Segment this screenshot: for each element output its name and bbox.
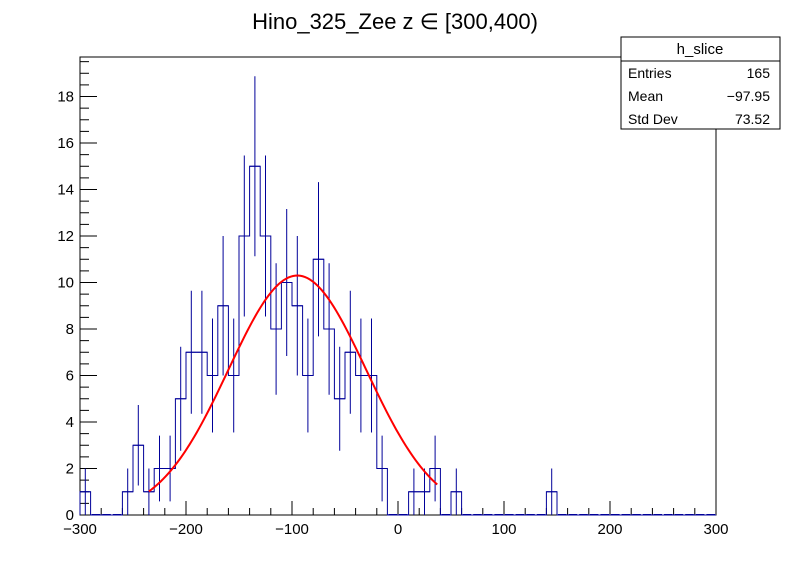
stats-entries-value: 165 bbox=[747, 65, 771, 81]
fit-curve bbox=[148, 274, 438, 493]
x-tick-label: −300 bbox=[63, 521, 97, 538]
y-tick-label: 2 bbox=[66, 461, 74, 478]
y-tick-label: 4 bbox=[66, 414, 74, 431]
x-tick-label: −100 bbox=[275, 521, 309, 538]
stats-box-frame bbox=[620, 36, 781, 130]
x-tick-label: 300 bbox=[703, 521, 728, 538]
chart-title: Hino_325_Zee z ∈ [300,400) bbox=[252, 9, 538, 34]
y-tick-label: 18 bbox=[57, 89, 74, 106]
x-tick-label: −200 bbox=[169, 521, 203, 538]
y-tick-label: 8 bbox=[66, 321, 74, 338]
histogram-series bbox=[79, 76, 716, 516]
stats-mean-label: Mean bbox=[628, 88, 663, 104]
stats-stddev-value: 73.52 bbox=[735, 111, 770, 127]
stats-box: h_slice Entries 165 Mean −97.95 Std Dev … bbox=[620, 36, 781, 130]
x-tick-label: 100 bbox=[491, 521, 516, 538]
stats-mean-value: −97.95 bbox=[727, 88, 770, 104]
x-tick-label: 0 bbox=[394, 521, 402, 538]
y-tick-label: 12 bbox=[57, 228, 74, 245]
y-axis: 0 2 4 6 8 10 12 14 16 18 bbox=[57, 61, 97, 524]
y-tick-label: 0 bbox=[66, 507, 74, 524]
stats-stddev-label: Std Dev bbox=[628, 111, 678, 127]
gaussian-fit bbox=[148, 274, 438, 493]
y-tick-label: 14 bbox=[57, 182, 74, 199]
y-tick-label: 6 bbox=[66, 368, 74, 385]
y-tick-label: 16 bbox=[57, 135, 74, 152]
stats-box-title: h_slice bbox=[677, 41, 724, 58]
stats-entries-label: Entries bbox=[628, 65, 672, 81]
y-tick-label: 10 bbox=[57, 275, 74, 292]
x-tick-label: 200 bbox=[597, 521, 622, 538]
